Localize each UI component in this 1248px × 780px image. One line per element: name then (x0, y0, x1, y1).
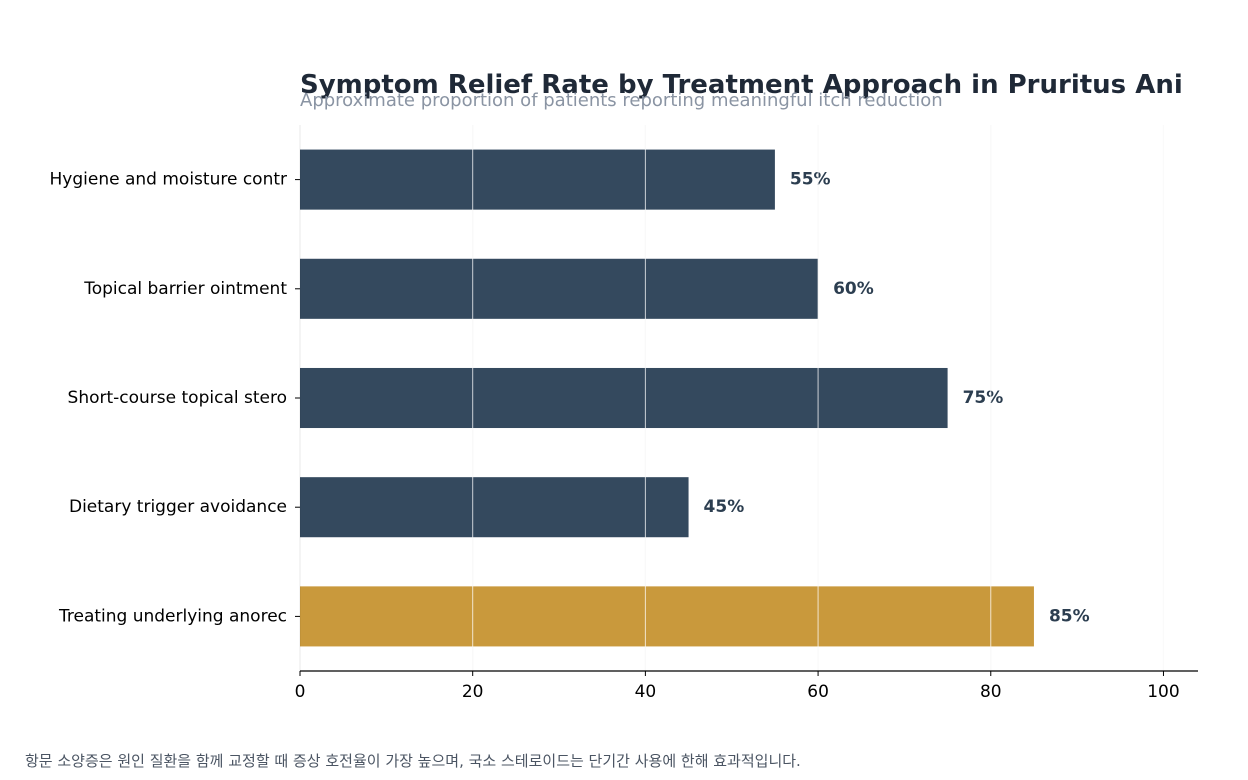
data-label: 85% (1049, 606, 1090, 626)
bars: 55% 60% 75% 45% 85% (300, 125, 1164, 671)
axes: Hygiene and moisture contr Topical barrie… (50, 125, 1198, 702)
x-tick-label: 60 (807, 682, 829, 702)
category-label: Hygiene and moisture contr (50, 170, 287, 190)
bar (300, 258, 819, 319)
data-label: 45% (704, 497, 745, 517)
bar (300, 477, 689, 538)
x-tick-label: 80 (980, 682, 1002, 702)
category-label: Dietary trigger avoidance (69, 497, 287, 517)
bar (300, 367, 948, 429)
data-label: 60% (833, 279, 874, 299)
x-tick-label: 100 (1147, 682, 1179, 702)
bar (300, 149, 775, 210)
x-tick-label: 40 (635, 682, 657, 702)
footnote: 항문 소양증은 원인 질환을 함께 교정할 때 증상 호전율이 가장 높으며, … (25, 752, 801, 770)
x-tick-label: 0 (295, 682, 306, 702)
x-tick-label: 20 (462, 682, 484, 702)
data-label: 55% (790, 170, 831, 190)
category-label: Short-course topical stero (68, 388, 287, 408)
chart-title: Symptom Relief Rate by Treatment Approac… (300, 70, 1183, 100)
chart-subtitle: Approximate proportion of patients repor… (300, 90, 943, 111)
bar (300, 586, 1034, 647)
category-label: Treating underlying anorec (58, 606, 287, 626)
data-label: 75% (963, 388, 1004, 408)
category-label: Topical barrier ointment (83, 279, 287, 299)
